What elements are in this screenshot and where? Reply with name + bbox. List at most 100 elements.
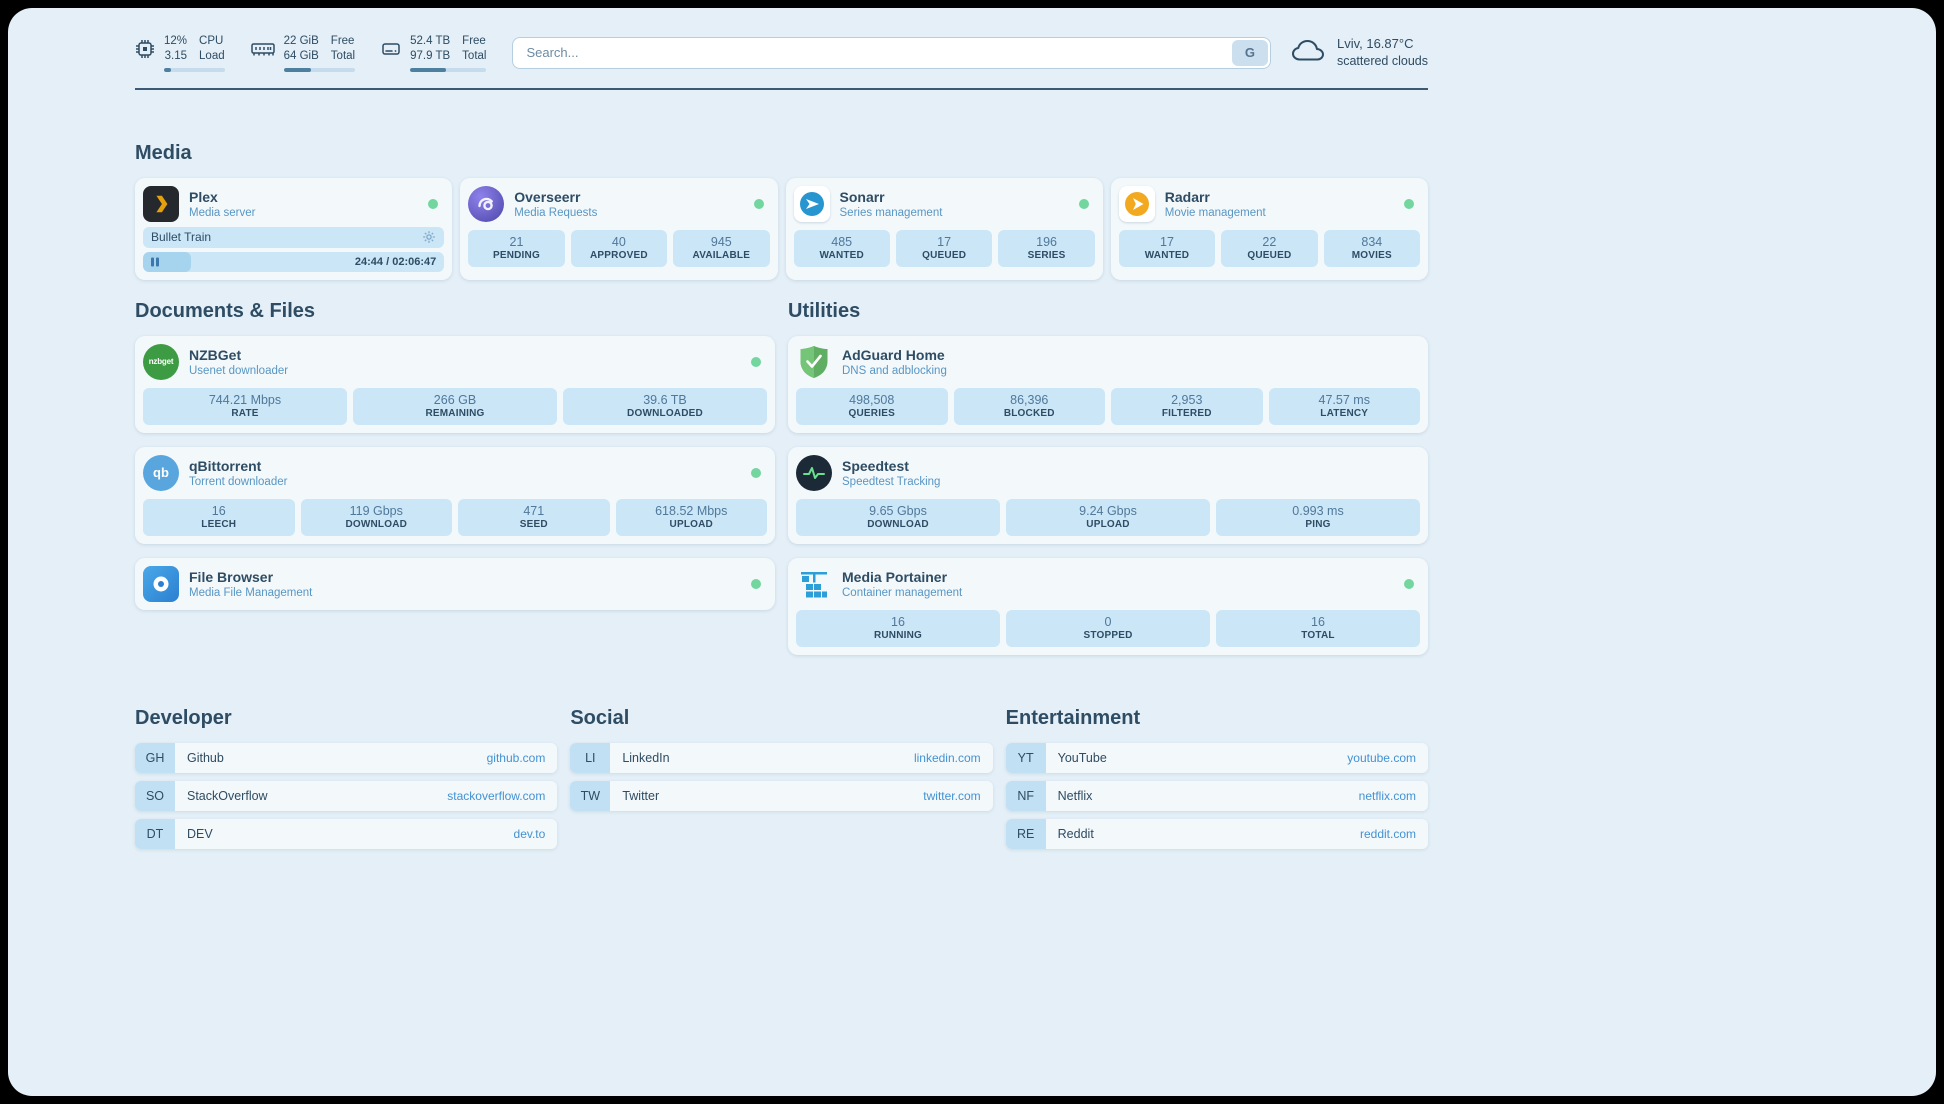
speedtest-service-link[interactable]: Speedtest Speedtest Tracking [796, 454, 1420, 491]
cpu-load-label: Load [199, 49, 225, 62]
filebrowser-icon [143, 565, 179, 602]
stat-filtered: 2,953 FILTERED [1111, 387, 1263, 425]
stat-downloaded: 39.6 TB DOWNLOADED [563, 387, 767, 425]
service-subtitle: Usenet downloader [189, 364, 289, 377]
sonarr-service-link[interactable]: Sonarr Series management [793, 185, 1095, 222]
service-subtitle: Container management [842, 586, 963, 599]
stat-stopped: 0 STOPPED [1006, 609, 1210, 647]
stat-upload: 618.52 Mbps UPLOAD [615, 498, 767, 536]
plex-service-link[interactable]: Plex Media server [143, 185, 444, 222]
portainer-service-link[interactable]: Media Portainer Container management [796, 566, 1420, 602]
overseerr-service-link[interactable]: Overseerr Media Requests [468, 185, 769, 222]
bookmark-github[interactable]: GH Github github.com [135, 742, 558, 773]
memory-free-label: Free [330, 35, 355, 47]
bookmark-group-social: Social LI LinkedIn linkedin.com TW Twitt… [570, 707, 993, 811]
service-card-portainer: Media Portainer Container management 16 … [788, 557, 1428, 655]
service-subtitle: Media Requests [514, 206, 598, 219]
cpu-usage-bar [164, 67, 225, 72]
search-input[interactable] [513, 37, 1230, 68]
stat-label: WANTED [819, 249, 864, 261]
bookmark-twitter[interactable]: TW Twitter twitter.com [570, 780, 993, 811]
adguard-service-link[interactable]: AdGuard Home DNS and adblocking [796, 344, 1420, 380]
bookmark-name: StackOverflow [187, 788, 268, 803]
playback-progress-bar: 24:44 / 02:06:47 [143, 251, 445, 272]
disk-total-value: 97.9 TB [410, 49, 451, 62]
radarr-service-link[interactable]: Radarr Movie management [1118, 185, 1420, 222]
stat-blocked: 86,396 BLOCKED [953, 387, 1105, 425]
bookmark-group-entertainment: Entertainment YT YouTube youtube.com NF … [1005, 707, 1428, 849]
status-dot [428, 198, 439, 209]
bookmark-name: Twitter [622, 788, 660, 803]
memory-usage-bar [283, 67, 356, 72]
stat-value: 9.24 Gbps [1079, 503, 1137, 518]
speedtest-icon [796, 454, 832, 491]
bookmark-linkedin[interactable]: LI LinkedIn linkedin.com [570, 742, 993, 773]
stat-label: REMAINING [425, 407, 485, 419]
stat-value: 744.21 Mbps [208, 392, 282, 407]
stat-label: DOWNLOAD [345, 518, 408, 530]
stat-available: 945 AVAILABLE [673, 229, 770, 267]
section-title-documents: Documents & Files [135, 299, 316, 322]
memory-meter: 22 GiB Free 64 GiB Total [250, 34, 356, 72]
stat-leech: 16 LEECH [143, 498, 295, 536]
bookmark-netflix[interactable]: NF Netflix netflix.com [1005, 780, 1428, 811]
gear-icon[interactable] [422, 230, 436, 244]
bookmark-dev[interactable]: DT DEV dev.to [135, 818, 558, 849]
status-dot [751, 467, 761, 478]
media-card-grid: Plex Media server Bullet Train 24:44 / 0… [135, 177, 1428, 280]
stat-download: 119 Gbps DOWNLOAD [300, 498, 452, 536]
stat-label: LATENCY [1320, 407, 1369, 419]
stat-latency: 47.57 ms LATENCY [1268, 387, 1420, 425]
stat-wanted: 485 WANTED [793, 229, 890, 267]
bookmark-url: youtube.com [1347, 750, 1416, 765]
now-playing-title: Bullet Train [151, 230, 212, 245]
bookmark-abbr: NF [1005, 780, 1046, 811]
stat-label: SERIES [1027, 249, 1066, 261]
disk-free-value: 52.4 TB [410, 35, 451, 47]
weather-widget[interactable]: Lviv, 16.87°C scattered clouds [1291, 35, 1428, 71]
service-card-overseerr: Overseerr Media Requests 21 PENDING 40 A… [460, 177, 778, 280]
bookmark-name: YouTube [1057, 750, 1107, 765]
stat-value: 471 [523, 503, 545, 518]
memory-usage-bar-fill [283, 67, 311, 72]
stat-label: UPLOAD [1086, 518, 1130, 530]
bookmark-abbr: LI [570, 742, 611, 773]
service-subtitle: Torrent downloader [189, 475, 288, 488]
stat-label: DOWNLOADED [627, 407, 703, 419]
stat-label: FILTERED [1161, 407, 1212, 419]
status-dot [753, 198, 764, 209]
nzbget-service-link[interactable]: nzbget NZBGet Usenet downloader [143, 343, 767, 380]
cpu-usage-label: CPU [199, 35, 224, 47]
stat-value: 485 [831, 234, 853, 249]
service-name: Plex [189, 188, 218, 205]
bookmark-reddit[interactable]: RE Reddit reddit.com [1005, 818, 1428, 849]
stat-label: AVAILABLE [692, 249, 751, 261]
stat-rate: 744.21 Mbps RATE [143, 387, 347, 425]
pause-icon [151, 257, 159, 267]
stat-label: QUEUED [1247, 249, 1292, 261]
stat-value: 945 [710, 234, 732, 249]
stat-ping: 0.993 ms PING [1216, 498, 1420, 536]
stat-pending: 21 PENDING [468, 229, 565, 267]
stat-remaining: 266 GB REMAINING [353, 387, 557, 425]
bookmark-name: DEV [187, 826, 213, 841]
qbittorrent-service-link[interactable]: qb qBittorrent Torrent downloader [143, 454, 767, 491]
service-subtitle: Media File Management [189, 586, 313, 599]
sonarr-icon [793, 185, 830, 222]
search-provider-button[interactable]: G [1231, 39, 1268, 66]
bookmark-stackoverflow[interactable]: SO StackOverflow stackoverflow.com [135, 780, 558, 811]
stat-label: SEED [519, 518, 548, 530]
stat-label: DOWNLOAD [867, 518, 929, 530]
section-title-media: Media [135, 141, 192, 164]
disk-free-label: Free [462, 35, 486, 47]
disk-meter: 52.4 TB Free 97.9 TB Total [381, 34, 487, 72]
status-dot [751, 356, 761, 367]
filebrowser-service-link[interactable]: File Browser Media File Management [143, 565, 767, 602]
bookmark-youtube[interactable]: YT YouTube youtube.com [1005, 742, 1428, 773]
stat-value: 16 [891, 614, 905, 629]
service-name: Speedtest [842, 457, 909, 474]
bookmark-name: LinkedIn [622, 750, 670, 765]
stat-total: 16 TOTAL [1216, 609, 1420, 647]
service-name: Overseerr [514, 188, 581, 205]
playback-time: 24:44 / 02:06:47 [354, 255, 437, 268]
